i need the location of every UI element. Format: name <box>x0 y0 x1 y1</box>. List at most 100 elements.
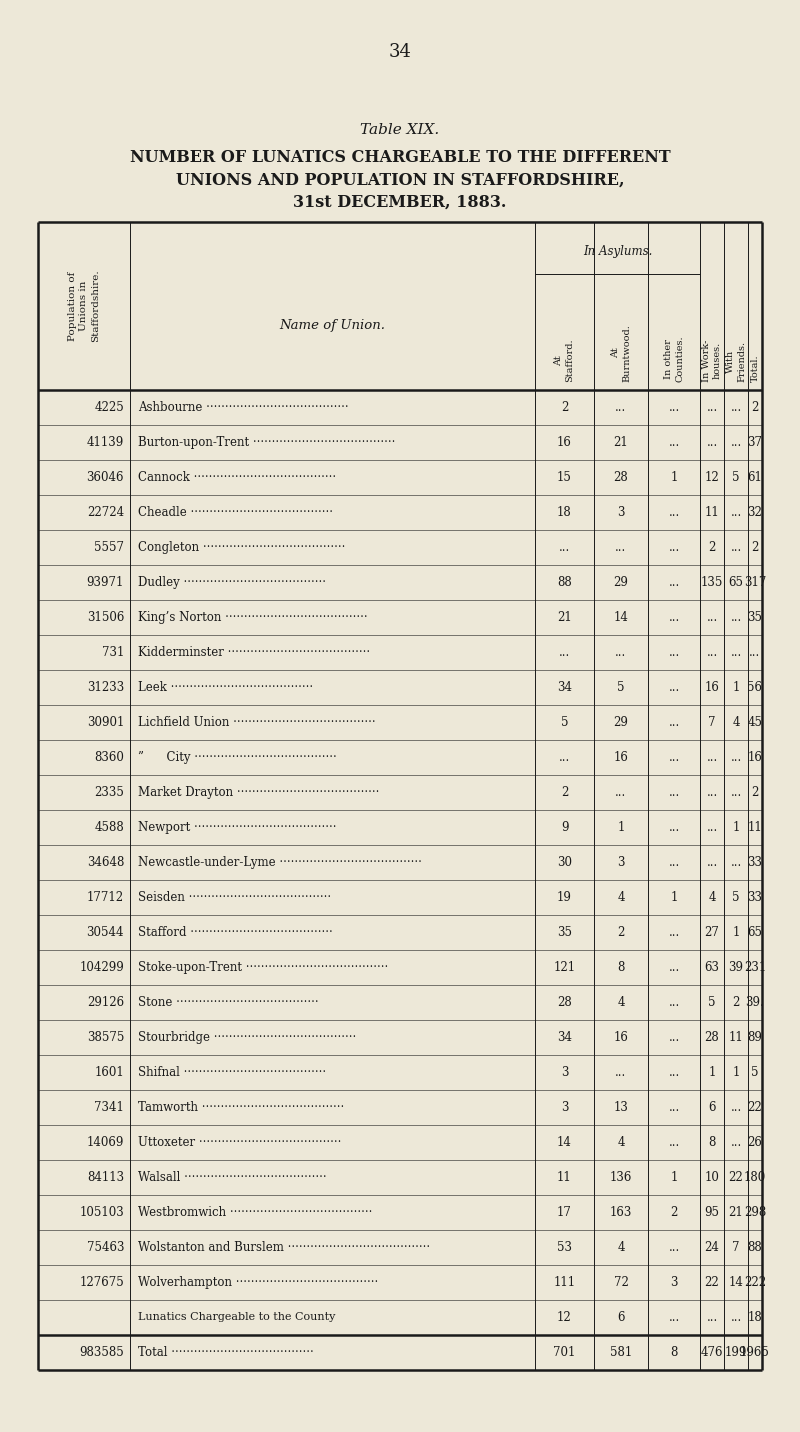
Text: ...: ... <box>668 576 680 589</box>
Text: ...: ... <box>668 1065 680 1078</box>
Text: ...: ... <box>706 611 718 624</box>
Text: ...: ... <box>559 541 570 554</box>
Text: ...: ... <box>706 435 718 450</box>
Text: In Asylums.: In Asylums. <box>583 245 652 259</box>
Text: 39: 39 <box>729 961 743 974</box>
Text: Stoke-upon-Trent ······································: Stoke-upon-Trent ·······················… <box>138 961 388 974</box>
Text: In Work-
houses.: In Work- houses. <box>702 339 722 382</box>
Text: Westbromwich ······································: Westbromwich ···························… <box>138 1206 372 1219</box>
Text: ...: ... <box>615 401 626 414</box>
Text: ...: ... <box>668 716 680 729</box>
Text: King’s Norton ······································: King’s Norton ··························… <box>138 611 368 624</box>
Text: Market Drayton ······································: Market Drayton ·························… <box>138 786 379 799</box>
Text: 3: 3 <box>618 856 625 869</box>
Text: 298: 298 <box>744 1206 766 1219</box>
Text: ...: ... <box>706 786 718 799</box>
Text: 2: 2 <box>618 927 625 939</box>
Text: 65: 65 <box>747 927 762 939</box>
Text: 19: 19 <box>557 891 572 904</box>
Text: ...: ... <box>668 541 680 554</box>
Text: 11: 11 <box>705 505 719 518</box>
Text: 1: 1 <box>618 821 625 833</box>
Text: 45: 45 <box>747 716 762 729</box>
Text: 14: 14 <box>614 611 629 624</box>
Text: 105103: 105103 <box>79 1206 124 1219</box>
Text: 1: 1 <box>708 1065 716 1078</box>
Text: ...: ... <box>668 821 680 833</box>
Text: ...: ... <box>668 961 680 974</box>
Text: Dudley ······································: Dudley ·································… <box>138 576 326 589</box>
Text: 22: 22 <box>748 1101 762 1114</box>
Text: In other
Counties.: In other Counties. <box>664 335 684 382</box>
Text: 12: 12 <box>557 1312 572 1325</box>
Text: 34648: 34648 <box>86 856 124 869</box>
Text: 61: 61 <box>747 471 762 484</box>
Text: 5: 5 <box>561 716 568 729</box>
Text: Stafford ······································: Stafford ·······························… <box>138 927 333 939</box>
Text: 4: 4 <box>732 716 740 729</box>
Text: ...: ... <box>706 646 718 659</box>
Text: Shifnal ······································: Shifnal ································… <box>138 1065 326 1078</box>
Text: 4: 4 <box>618 997 625 1010</box>
Text: ...: ... <box>668 1031 680 1044</box>
Text: 731: 731 <box>102 646 124 659</box>
Text: ...: ... <box>668 1242 680 1254</box>
Text: 8: 8 <box>618 961 625 974</box>
Text: 29: 29 <box>614 576 629 589</box>
Text: 13: 13 <box>614 1101 629 1114</box>
Text: ...: ... <box>668 1312 680 1325</box>
Text: ...: ... <box>559 646 570 659</box>
Text: 8360: 8360 <box>94 750 124 765</box>
Text: 22: 22 <box>729 1171 743 1184</box>
Text: 34: 34 <box>557 682 572 695</box>
Text: 31233: 31233 <box>86 682 124 695</box>
Text: 163: 163 <box>610 1206 632 1219</box>
Text: 4: 4 <box>618 891 625 904</box>
Text: 7: 7 <box>732 1242 740 1254</box>
Text: 4: 4 <box>618 1136 625 1148</box>
Text: 6: 6 <box>618 1312 625 1325</box>
Text: 2: 2 <box>561 786 568 799</box>
Text: 37: 37 <box>747 435 762 450</box>
Text: 29: 29 <box>614 716 629 729</box>
Text: 33: 33 <box>747 891 762 904</box>
Text: 15: 15 <box>557 471 572 484</box>
Text: 65: 65 <box>729 576 743 589</box>
Text: 18: 18 <box>748 1312 762 1325</box>
Text: 10: 10 <box>705 1171 719 1184</box>
Text: ...: ... <box>706 856 718 869</box>
Text: 88: 88 <box>748 1242 762 1254</box>
Text: 222: 222 <box>744 1276 766 1289</box>
Text: ”      City ······································: ” City ·································… <box>138 750 337 765</box>
Text: 35: 35 <box>747 611 762 624</box>
Text: ...: ... <box>668 646 680 659</box>
Text: 16: 16 <box>747 750 762 765</box>
Text: Newcastle-under-Lyme ······································: Newcastle-under-Lyme ···················… <box>138 856 422 869</box>
Text: 34: 34 <box>389 43 411 62</box>
Text: 33: 33 <box>747 856 762 869</box>
Text: 4: 4 <box>618 1242 625 1254</box>
Text: 27: 27 <box>705 927 719 939</box>
Text: 16: 16 <box>705 682 719 695</box>
Text: NUMBER OF LUNATICS CHARGEABLE TO THE DIFFERENT: NUMBER OF LUNATICS CHARGEABLE TO THE DIF… <box>130 149 670 166</box>
Text: 11: 11 <box>557 1171 572 1184</box>
Text: 95: 95 <box>705 1206 719 1219</box>
Text: 135: 135 <box>701 576 723 589</box>
Text: Wolverhampton ······································: Wolverhampton ··························… <box>138 1276 378 1289</box>
Text: Lunatics Chargeable to the County: Lunatics Chargeable to the County <box>138 1313 335 1323</box>
Text: 121: 121 <box>554 961 575 974</box>
Text: 231: 231 <box>744 961 766 974</box>
Text: ...: ... <box>668 401 680 414</box>
Text: ...: ... <box>615 786 626 799</box>
Text: 18: 18 <box>557 505 572 518</box>
Text: 2: 2 <box>708 541 716 554</box>
Text: Newport ······································: Newport ································… <box>138 821 337 833</box>
Text: 2: 2 <box>561 401 568 414</box>
Text: ...: ... <box>730 646 742 659</box>
Text: 5: 5 <box>751 1065 758 1078</box>
Text: ...: ... <box>750 646 761 659</box>
Text: 2335: 2335 <box>94 786 124 799</box>
Text: Total ······································: Total ··································… <box>138 1346 314 1359</box>
Text: Lichfield Union ······································: Lichfield Union ························… <box>138 716 376 729</box>
Text: ...: ... <box>615 541 626 554</box>
